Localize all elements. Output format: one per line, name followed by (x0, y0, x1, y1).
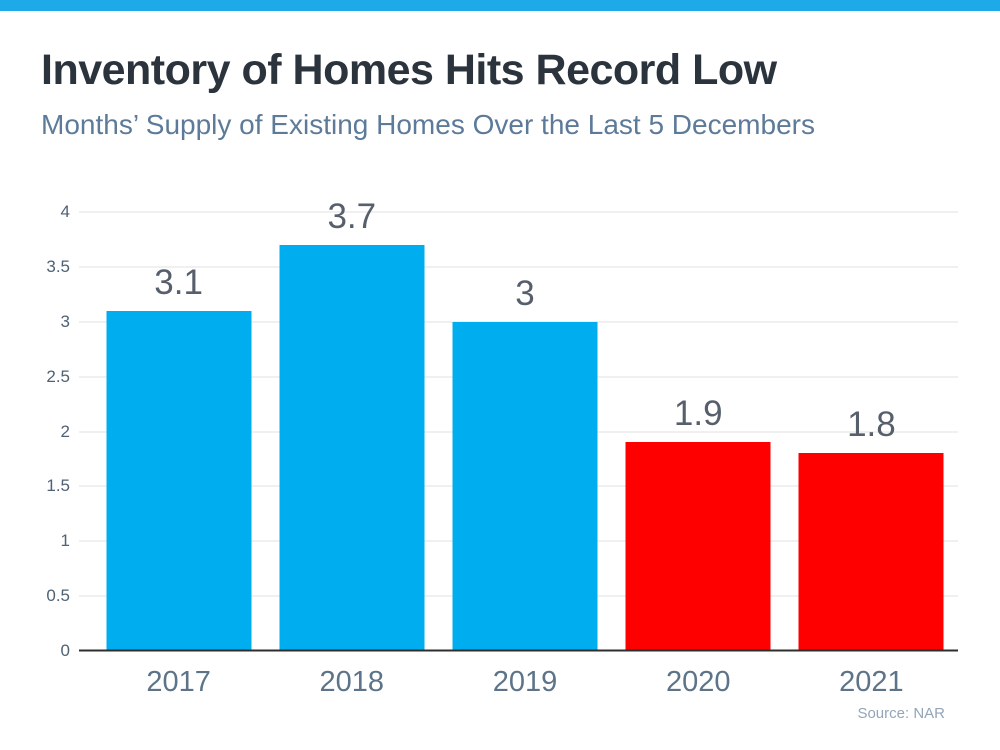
bar-slot-2019: 3 2019 (438, 212, 611, 698)
bar-slot-2017: 3.1 2017 (92, 212, 265, 698)
y-gridline (79, 266, 958, 268)
x-category-label: 2018 (319, 666, 385, 698)
bar-chart-plot-area: 0 0.5 1 1.5 2 2.5 3 3.5 4 3.1 2017 3.7 2018 3 2019 1.9 2… (46, 197, 958, 698)
x-category-label: 2017 (146, 666, 211, 698)
bar-2017 (106, 310, 252, 651)
y-tick-label: 3 (60, 311, 70, 331)
y-tick-label: 4 (60, 202, 70, 221)
bar-2020 (625, 442, 771, 651)
bar-value-label: 3.1 (154, 262, 203, 302)
top-accent-bar (0, 0, 1000, 11)
bar-2019 (452, 321, 598, 651)
bars-container: 3.1 2017 3.7 2018 3 2019 1.9 2020 1.8 2021 (92, 197, 958, 698)
bar-value-label: 1.9 (673, 394, 723, 434)
page-title: Inventory of Homes Hits Record Low (41, 46, 777, 94)
bar-value-label: 3 (515, 273, 535, 313)
y-tick-label: 0.5 (46, 586, 70, 606)
x-category-label: 2021 (839, 666, 904, 698)
y-tick-label: 3.5 (46, 256, 70, 276)
bar-2018 (279, 244, 425, 651)
y-tick-label: 2 (60, 421, 70, 441)
chart-source-note: Source: NAR (857, 705, 945, 722)
x-axis-line (79, 649, 958, 652)
y-gridline (79, 211, 958, 213)
x-category-label: 2020 (665, 666, 731, 698)
bar-value-label: 1.8 (847, 405, 896, 445)
y-tick-label: 1.5 (46, 476, 70, 496)
bar-slot-2020: 1.9 2020 (612, 212, 785, 698)
bar-slot-2018: 3.7 2018 (265, 197, 438, 698)
bar-2021 (798, 453, 944, 651)
y-tick-label: 2.5 (46, 366, 70, 386)
y-tick-label: 0 (60, 641, 70, 660)
page-subtitle: Months’ Supply of Existing Homes Over th… (41, 109, 815, 140)
bar-slot-2021: 1.8 2021 (785, 212, 958, 698)
y-tick-label: 1 (60, 531, 70, 551)
x-category-label: 2019 (492, 666, 558, 698)
bar-value-label: 3.7 (327, 196, 377, 236)
